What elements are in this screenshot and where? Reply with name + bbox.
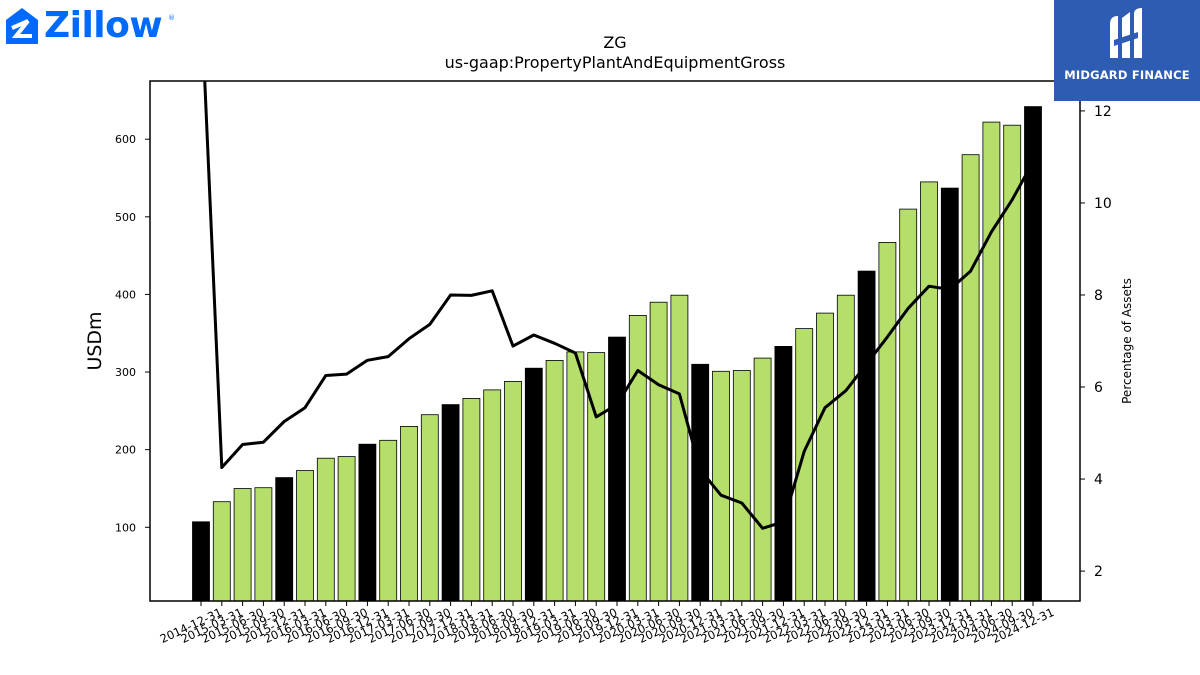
bar — [795, 328, 814, 602]
chart-title: ZG — [603, 33, 626, 52]
bar — [524, 367, 543, 602]
y-tick-label: 600 — [115, 133, 136, 146]
bar — [566, 351, 585, 602]
y-axis-label: USDm — [84, 311, 106, 370]
bar — [545, 359, 564, 602]
zillow-house-icon — [6, 8, 38, 44]
bar — [836, 294, 855, 602]
y-tick-label: 400 — [115, 288, 136, 301]
bar — [899, 208, 918, 602]
percentage-line — [203, 81, 1035, 530]
bar — [816, 312, 834, 602]
bar — [275, 477, 294, 602]
bar — [400, 425, 418, 602]
bar — [982, 121, 1001, 602]
y-tick-label: 300 — [115, 366, 136, 379]
y-tick-label: 200 — [115, 444, 136, 457]
bar — [504, 380, 522, 602]
plot-frame — [149, 80, 1081, 602]
midgard-emblem-icon — [1110, 8, 1142, 58]
y-tick-label: 100 — [115, 521, 136, 534]
bar — [254, 487, 273, 602]
bar — [878, 241, 897, 602]
axes: 100200300400500600246810122014-12-312015… — [115, 80, 1112, 646]
bar — [462, 397, 481, 602]
zillow-logo: Zillow ® — [4, 4, 184, 48]
y2-tick-label: 8 — [1094, 288, 1103, 304]
bar — [940, 187, 959, 602]
bar — [441, 404, 460, 602]
bar — [753, 357, 772, 602]
bar — [358, 443, 377, 602]
bar — [732, 370, 751, 602]
bar — [628, 314, 647, 602]
bar — [296, 470, 314, 602]
y2-tick-label: 10 — [1094, 196, 1112, 212]
bar — [920, 181, 938, 602]
bar — [1024, 106, 1042, 602]
bar — [608, 336, 626, 602]
line-series — [203, 81, 1035, 530]
bar — [1003, 124, 1022, 602]
bar — [774, 345, 793, 602]
registered-mark: ® — [168, 14, 175, 22]
bar-series — [192, 106, 1042, 602]
bar — [337, 456, 356, 602]
y2-tick-label: 2 — [1094, 564, 1103, 580]
bar — [691, 363, 710, 602]
bar — [857, 270, 876, 602]
y2-axis-label: Percentage of Assets — [1120, 278, 1134, 404]
bar — [961, 154, 980, 602]
bar — [670, 294, 689, 602]
bar — [379, 439, 398, 602]
y-tick-label: 500 — [115, 211, 136, 224]
y2-tick-label: 12 — [1094, 104, 1112, 120]
midgard-wordmark: MIDGARD FINANCE — [1064, 68, 1190, 82]
bar — [587, 352, 606, 602]
bar — [420, 414, 439, 602]
bar — [192, 521, 210, 602]
bar — [233, 488, 252, 602]
bar — [212, 501, 231, 602]
y2-tick-label: 4 — [1094, 472, 1103, 488]
zillow-wordmark: Zillow — [44, 5, 163, 46]
bar — [649, 301, 668, 602]
chart-subtitle: us-gaap:PropertyPlantAndEquipmentGross — [445, 53, 786, 72]
bar — [483, 389, 502, 602]
midgard-finance-logo: MIDGARD FINANCE — [1054, 0, 1200, 101]
y2-tick-label: 6 — [1094, 380, 1103, 396]
bar — [316, 457, 335, 602]
